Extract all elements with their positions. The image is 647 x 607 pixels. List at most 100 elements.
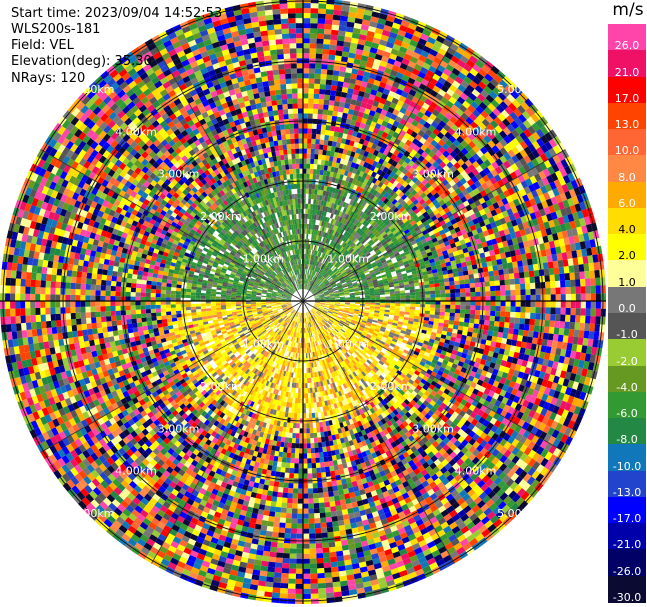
range-gate bbox=[402, 339, 408, 344]
range-gate bbox=[309, 163, 314, 169]
range-gate bbox=[314, 143, 320, 150]
range-gate bbox=[338, 216, 343, 223]
ppi-svg: 1.00km1.00km1.00km1.00km2.00km2.00km2.00… bbox=[0, 0, 606, 604]
range-gate bbox=[333, 4, 342, 11]
range-gate bbox=[505, 290, 511, 296]
range-gate bbox=[409, 72, 418, 81]
range-gate bbox=[310, 204, 314, 210]
range-gate bbox=[351, 32, 360, 39]
range-gate bbox=[439, 315, 445, 320]
range-gate bbox=[440, 127, 448, 136]
range-gate bbox=[371, 143, 378, 150]
range-gate bbox=[361, 76, 370, 83]
range-gate bbox=[333, 151, 339, 158]
range-gate bbox=[363, 139, 370, 147]
range-gate bbox=[355, 48, 364, 56]
range-gate bbox=[532, 331, 539, 339]
range-gate bbox=[449, 42, 459, 52]
range-gate bbox=[472, 76, 482, 86]
range-gate bbox=[362, 113, 369, 120]
range-gate bbox=[311, 288, 315, 293]
range-gate bbox=[409, 306, 416, 310]
range-gate bbox=[306, 173, 310, 179]
range-gate bbox=[363, 92, 371, 99]
range-gate bbox=[315, 63, 322, 69]
range-gate bbox=[570, 301, 576, 309]
range-gate bbox=[340, 10, 349, 17]
range-gate bbox=[305, 264, 307, 270]
range-gate bbox=[459, 279, 465, 285]
range-gate bbox=[375, 191, 381, 198]
range-gate bbox=[454, 284, 461, 290]
range-gate bbox=[306, 143, 312, 149]
range-gate bbox=[448, 277, 455, 282]
range-gate bbox=[520, 283, 526, 290]
range-gate bbox=[573, 329, 580, 338]
range-gate bbox=[303, 158, 307, 164]
range-gate bbox=[469, 68, 479, 77]
range-gate bbox=[373, 111, 381, 119]
range-gate bbox=[310, 23, 318, 29]
range-gate bbox=[395, 295, 401, 299]
range-gate bbox=[339, 142, 346, 149]
range-gate bbox=[320, 215, 324, 222]
range-gate bbox=[346, 182, 352, 188]
range-gate bbox=[371, 207, 377, 214]
range-gate bbox=[460, 305, 466, 310]
range-gate bbox=[310, 281, 314, 287]
range-gate bbox=[308, 188, 312, 195]
range-gate bbox=[326, 115, 333, 121]
range-gate bbox=[342, 112, 348, 119]
range-gate bbox=[440, 72, 449, 81]
range-gate bbox=[358, 138, 365, 145]
range-gate bbox=[305, 274, 307, 280]
range-gate bbox=[388, 31, 398, 40]
range-gate bbox=[495, 290, 501, 296]
range-gate bbox=[380, 201, 386, 208]
range-gate bbox=[553, 267, 560, 275]
range-gate bbox=[367, 217, 373, 224]
range-gate bbox=[358, 210, 364, 217]
range-gate bbox=[303, 168, 307, 174]
range-gate bbox=[312, 265, 316, 271]
range-gate bbox=[357, 164, 363, 171]
range-gate bbox=[352, 224, 358, 231]
range-gate bbox=[568, 329, 575, 337]
range-gate bbox=[313, 266, 317, 272]
range-gate bbox=[345, 238, 351, 244]
range-gate bbox=[525, 295, 531, 301]
range-gate bbox=[454, 316, 460, 322]
range-gate bbox=[304, 243, 306, 249]
range-gate bbox=[303, 278, 305, 285]
range-gate bbox=[392, 120, 400, 128]
range-gate bbox=[310, 254, 313, 260]
range-gate bbox=[527, 330, 534, 338]
range-gate bbox=[352, 157, 358, 164]
range-gate bbox=[307, 108, 314, 114]
range-gate bbox=[374, 27, 384, 35]
range-gate bbox=[324, 160, 329, 166]
range-gate bbox=[315, 261, 319, 267]
range-gate bbox=[378, 158, 385, 165]
range-gate bbox=[520, 301, 526, 307]
range-gate bbox=[351, 230, 357, 236]
range-gate bbox=[313, 199, 317, 205]
range-gate bbox=[327, 250, 332, 256]
range-gate bbox=[368, 211, 374, 218]
range-gate bbox=[316, 261, 320, 267]
range-gate bbox=[326, 244, 330, 250]
range-gate bbox=[493, 321, 500, 327]
range-gate bbox=[341, 51, 350, 58]
range-gate bbox=[399, 24, 408, 33]
range-gate bbox=[329, 130, 335, 137]
range-gate bbox=[512, 261, 519, 268]
range-gate bbox=[349, 1, 359, 9]
range-gate bbox=[312, 276, 316, 282]
range-gate bbox=[385, 41, 395, 49]
range-gate bbox=[377, 181, 384, 188]
range-gate bbox=[363, 71, 371, 78]
range-gate bbox=[477, 81, 487, 90]
range-gate bbox=[317, 204, 321, 211]
range-gate bbox=[404, 32, 414, 40]
range-gate bbox=[416, 111, 425, 119]
